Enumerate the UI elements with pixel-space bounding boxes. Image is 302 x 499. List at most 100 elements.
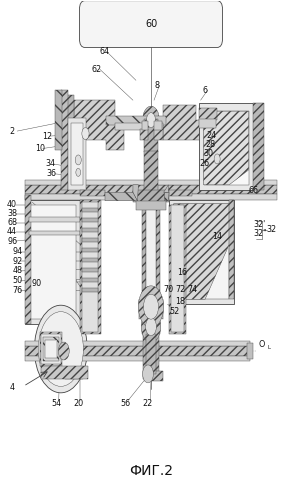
- Bar: [29, 205, 76, 319]
- Polygon shape: [139, 299, 146, 319]
- Circle shape: [82, 128, 89, 140]
- Circle shape: [146, 113, 156, 128]
- Text: 8: 8: [155, 81, 159, 90]
- Text: 70: 70: [163, 285, 173, 294]
- Bar: [82, 202, 98, 332]
- Text: 68: 68: [7, 218, 17, 227]
- Bar: [154, 129, 163, 140]
- Bar: [82, 238, 98, 242]
- Bar: [25, 195, 31, 324]
- Bar: [41, 366, 88, 379]
- Text: 56: 56: [120, 399, 130, 408]
- Bar: [80, 190, 105, 196]
- Circle shape: [141, 311, 161, 342]
- Bar: [71, 123, 83, 185]
- Bar: [142, 194, 146, 334]
- Text: 62: 62: [92, 65, 102, 74]
- Polygon shape: [165, 192, 169, 201]
- Text: 48: 48: [12, 266, 22, 275]
- Bar: [68, 118, 86, 190]
- Bar: [82, 278, 98, 282]
- Bar: [25, 180, 277, 185]
- Text: O: O: [259, 339, 265, 348]
- Text: 72: 72: [175, 285, 186, 294]
- Polygon shape: [204, 111, 249, 185]
- Bar: [25, 194, 277, 200]
- Text: 50: 50: [12, 276, 22, 285]
- Bar: [229, 200, 234, 299]
- Polygon shape: [105, 192, 137, 201]
- Polygon shape: [164, 185, 169, 192]
- FancyBboxPatch shape: [79, 0, 223, 47]
- Text: 14: 14: [212, 232, 222, 241]
- Text: L: L: [268, 344, 271, 349]
- Circle shape: [143, 106, 159, 134]
- Circle shape: [34, 305, 87, 393]
- Bar: [169, 205, 185, 334]
- Bar: [41, 334, 61, 364]
- Polygon shape: [133, 185, 138, 201]
- Bar: [144, 152, 158, 194]
- Circle shape: [58, 342, 69, 360]
- Bar: [204, 111, 249, 185]
- Text: 36: 36: [47, 169, 57, 178]
- Bar: [25, 345, 250, 356]
- Bar: [45, 340, 56, 358]
- Text: 6: 6: [203, 86, 207, 95]
- Bar: [25, 200, 80, 324]
- Text: 66: 66: [248, 186, 258, 195]
- Text: 28: 28: [205, 140, 216, 149]
- Bar: [146, 334, 156, 374]
- Bar: [43, 337, 59, 361]
- Text: 12: 12: [42, 132, 52, 141]
- Text: 30: 30: [203, 149, 213, 158]
- Polygon shape: [67, 95, 74, 140]
- Text: 52: 52: [169, 307, 180, 316]
- Text: 4: 4: [10, 383, 14, 392]
- Bar: [25, 356, 250, 361]
- Bar: [61, 90, 68, 190]
- Bar: [247, 343, 252, 359]
- Bar: [168, 190, 192, 196]
- Bar: [136, 201, 166, 210]
- Bar: [106, 116, 166, 125]
- Bar: [80, 200, 101, 334]
- Text: 76: 76: [12, 286, 22, 295]
- Bar: [55, 90, 62, 150]
- Bar: [140, 129, 148, 140]
- Text: 18: 18: [175, 297, 185, 306]
- Polygon shape: [156, 299, 163, 319]
- Bar: [82, 288, 98, 292]
- Bar: [174, 204, 229, 299]
- Bar: [29, 231, 80, 235]
- Circle shape: [38, 312, 83, 386]
- Bar: [82, 228, 98, 232]
- Text: 60: 60: [145, 19, 157, 29]
- Bar: [133, 190, 169, 202]
- Polygon shape: [65, 374, 83, 379]
- Circle shape: [75, 155, 81, 165]
- Text: 40: 40: [7, 200, 17, 209]
- Polygon shape: [174, 204, 229, 299]
- Bar: [171, 205, 184, 332]
- Circle shape: [214, 154, 220, 164]
- Text: 22: 22: [143, 399, 153, 408]
- Text: 2: 2: [10, 127, 15, 136]
- Text: 64: 64: [99, 47, 109, 56]
- Bar: [25, 185, 277, 194]
- Bar: [169, 200, 234, 304]
- Polygon shape: [163, 105, 205, 140]
- Bar: [146, 194, 156, 334]
- Bar: [199, 108, 217, 120]
- Circle shape: [146, 318, 156, 336]
- Bar: [156, 194, 160, 334]
- Text: 96: 96: [7, 237, 17, 246]
- Text: 38: 38: [7, 209, 17, 218]
- Bar: [144, 119, 158, 153]
- Bar: [253, 103, 264, 190]
- Bar: [199, 103, 253, 190]
- Bar: [82, 268, 98, 272]
- Text: 92: 92: [12, 257, 22, 266]
- Bar: [148, 371, 163, 381]
- Circle shape: [138, 286, 164, 328]
